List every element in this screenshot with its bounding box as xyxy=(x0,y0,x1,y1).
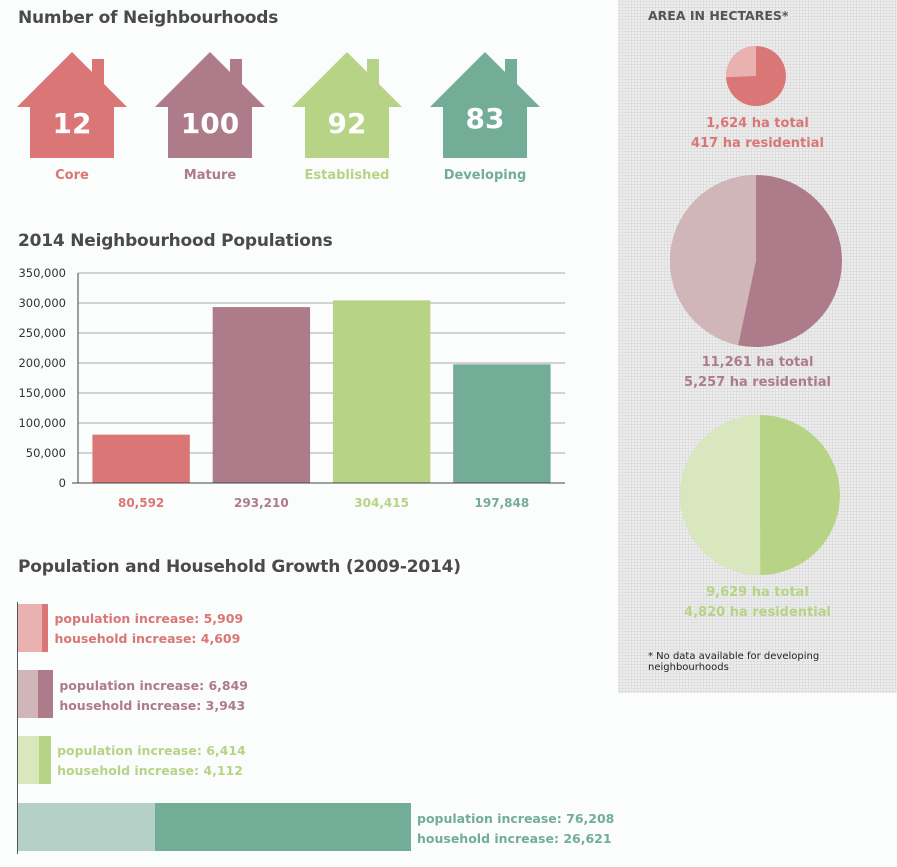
area-pie-established xyxy=(680,415,840,575)
pie-slice-residential xyxy=(726,46,756,78)
bar-value-label: 293,210 xyxy=(234,496,289,510)
bar-core xyxy=(92,434,190,483)
area-caption-mature: 11,261 ha total 5,257 ha residential xyxy=(618,353,897,393)
population-increase-label: population increase: 6,414 xyxy=(57,743,246,758)
y-tick-label: 100,000 xyxy=(18,416,66,430)
area-residential-label: 5,257 ha residential xyxy=(684,375,831,390)
bar-value-label: 304,415 xyxy=(354,496,409,510)
area-caption-established: 9,629 ha total 4,820 ha residential xyxy=(618,583,897,623)
house-mature: 100 xyxy=(155,52,265,158)
bar-mature xyxy=(212,307,311,483)
house-icon xyxy=(292,52,402,158)
house-icon xyxy=(155,52,265,158)
populations-title: 2014 Neighbourhood Populations xyxy=(18,231,333,251)
population-increase-bar xyxy=(39,736,52,784)
growth-bar xyxy=(18,604,49,652)
house-established: 92 xyxy=(292,52,402,158)
y-tick-label: 200,000 xyxy=(18,356,66,370)
house-shape xyxy=(155,52,265,158)
y-tick-label: 250,000 xyxy=(18,326,66,340)
growth-label: population increase: 5,909 household inc… xyxy=(54,609,243,649)
bars xyxy=(92,300,551,483)
y-tick-label: 150,000 xyxy=(18,386,66,400)
y-tick-label: 0 xyxy=(59,476,66,490)
growth-label: population increase: 76,208 household in… xyxy=(417,809,614,849)
growth-bar xyxy=(18,803,411,851)
household-increase-label: household increase: 3,943 xyxy=(59,698,246,713)
growth-title: Population and Household Growth (2009-20… xyxy=(18,557,461,577)
house-shape xyxy=(17,52,127,158)
house-icon xyxy=(17,52,127,158)
area-pie-core xyxy=(726,46,786,106)
population-increase-bar xyxy=(41,604,49,652)
population-increase-bar xyxy=(38,670,54,718)
y-axis-ticks: 0 50,000 100,000 150,000 200,000 250,000 300,0… xyxy=(18,266,66,490)
area-panel: AREA IN HECTARES* 1,624 ha total 417 ha … xyxy=(618,0,897,693)
population-bar-chart: 0 50,000 100,000 150,000 200,000 250,000 300,0… xyxy=(18,266,565,510)
household-increase-bar xyxy=(18,736,40,784)
house-core: 12 xyxy=(17,52,127,158)
growth-axis xyxy=(17,602,18,854)
area-pie-mature xyxy=(670,175,842,347)
growth-bar xyxy=(18,736,52,784)
house-shape xyxy=(292,52,402,158)
house-label-core: Core xyxy=(55,168,89,183)
household-increase-bar xyxy=(18,604,42,652)
y-tick-label: 50,000 xyxy=(26,446,66,460)
bar-developing xyxy=(453,364,551,483)
house-label-developing: Developing xyxy=(443,168,527,183)
area-residential-label: 4,820 ha residential xyxy=(684,605,831,620)
population-increase-bar xyxy=(155,803,411,851)
household-increase-label: household increase: 26,621 xyxy=(417,831,612,846)
household-increase-label: household increase: 4,609 xyxy=(54,631,241,646)
household-increase-label: household increase: 4,112 xyxy=(57,763,243,778)
data-labels: 80,592 293,210 304,415 197,848 xyxy=(118,496,529,510)
area-residential-label: 417 ha residential xyxy=(691,136,824,151)
population-increase-label: population increase: 5,909 xyxy=(54,611,244,626)
area-caption-core: 1,624 ha total 417 ha residential xyxy=(618,114,897,154)
house-label-established: Established xyxy=(304,168,390,183)
population-increase-label: population increase: 6,849 xyxy=(59,678,248,693)
area-footnote: * No data available for developing neigh… xyxy=(648,651,820,673)
area-total-label: 9,629 ha total xyxy=(706,585,809,600)
bar-established xyxy=(332,300,431,483)
house-icon xyxy=(430,52,540,158)
house-label-mature: Mature xyxy=(183,168,237,183)
neighbourhood-count: 100 xyxy=(180,107,240,140)
growth-label: population increase: 6,849 household inc… xyxy=(59,676,248,716)
pie-slice-residential xyxy=(670,175,756,346)
neighbourhood-count: 83 xyxy=(465,102,505,135)
house-developing: 83 xyxy=(430,52,540,158)
house-shape xyxy=(430,52,540,158)
area-title: AREA IN HECTARES* xyxy=(648,8,789,23)
y-tick-label: 350,000 xyxy=(18,266,66,280)
area-total-label: 11,261 ha total xyxy=(701,355,814,370)
bar-value-label: 197,848 xyxy=(475,496,530,510)
neighbourhood-count: 12 xyxy=(52,107,92,140)
household-increase-bar xyxy=(18,803,156,851)
neighbourhood-count: 92 xyxy=(327,107,367,140)
y-tick-label: 300,000 xyxy=(18,296,66,310)
growth-bar xyxy=(18,670,54,718)
household-increase-bar xyxy=(18,670,39,718)
population-increase-label: population increase: 76,208 xyxy=(417,811,615,826)
neighbourhoods-title: Number of Neighbourhoods xyxy=(18,8,279,28)
growth-label: population increase: 6,414 household inc… xyxy=(57,741,246,781)
area-total-label: 1,624 ha total xyxy=(706,116,809,131)
bar-value-label: 80,592 xyxy=(118,496,164,510)
pie-slice-residential xyxy=(680,415,761,575)
